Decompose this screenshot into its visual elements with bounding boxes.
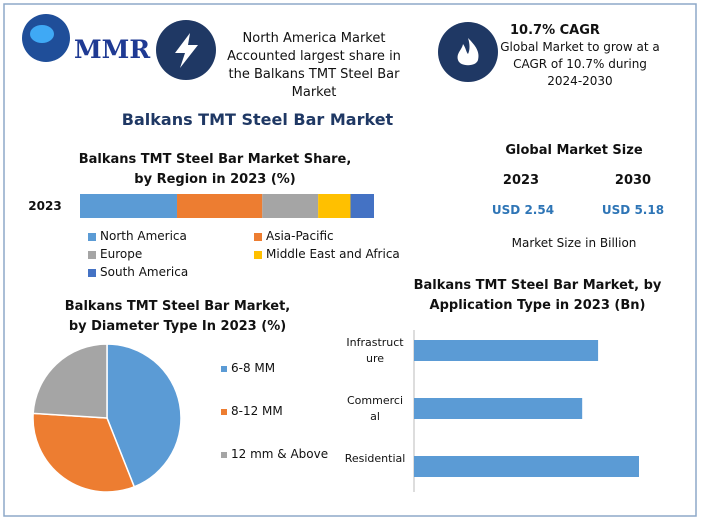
frame: [3, 3, 697, 517]
bar-segment: [262, 194, 319, 218]
chart-title: Balkans TMT Steel Bar Market, by Applica…: [413, 278, 662, 313]
legend-swatch: [88, 251, 96, 259]
legend-label: Middle East and Africa: [266, 247, 400, 261]
legend-swatch: [88, 233, 96, 241]
bar: [414, 398, 583, 419]
market-size-title: Global Market Size: [505, 143, 643, 158]
bar-segment: [177, 194, 263, 218]
y-tick-label: 2023: [28, 199, 62, 213]
legend-swatch: [221, 366, 227, 372]
bar: [414, 456, 639, 477]
legend-swatch: [221, 409, 227, 415]
cagr-title: 10.7% CAGR: [510, 23, 600, 38]
legend-label: Asia-Pacific: [266, 229, 334, 243]
pie-slice: [32, 412, 136, 493]
market-size-note: Market Size in Billion: [511, 236, 637, 250]
legend-label: North America: [100, 229, 187, 243]
legend-swatch: [254, 251, 262, 259]
lightning-icon: [175, 33, 198, 68]
legend-label: 12 mm & Above: [231, 447, 329, 461]
flame-icon: [457, 38, 479, 66]
highlight-text: North America Market Accounted largest s…: [227, 31, 401, 100]
legend-label: 6-8 MM: [231, 361, 276, 375]
bar-segment: [80, 194, 178, 218]
chart-title: Balkans TMT Steel Bar Market, by Diamete…: [64, 299, 291, 334]
logo-land: [30, 25, 54, 43]
legend-swatch: [88, 269, 96, 277]
y-tick-label: Commercial: [347, 394, 403, 423]
year: 2023: [502, 173, 540, 188]
icon-circle: [438, 22, 498, 82]
bar: [414, 340, 599, 361]
y-tick-label: Residential: [344, 452, 406, 465]
legend-label: South America: [100, 265, 189, 279]
legend-label: 8-12 MM: [231, 404, 283, 418]
market-value: USD 2.54: [491, 203, 555, 217]
bar-segment: [350, 194, 374, 218]
logo-text: MMR: [74, 35, 151, 64]
chart-title: Balkans TMT Steel Bar Market Share, by R…: [78, 152, 352, 187]
pie-slice: [106, 343, 182, 488]
y-tick-label: Infrastructure: [346, 336, 404, 365]
year: 2030: [614, 173, 652, 188]
cagr-text: Global Market to grow at a CAGR of 10.7%…: [500, 40, 660, 88]
legend-swatch: [254, 233, 262, 241]
pie-slice: [32, 343, 108, 419]
main-title: Balkans TMT Steel Bar Market: [121, 110, 394, 129]
legend-swatch: [221, 452, 227, 458]
legend-label: Europe: [100, 247, 143, 261]
bar-segment: [318, 194, 351, 218]
market-value: USD 5.18: [601, 203, 665, 217]
